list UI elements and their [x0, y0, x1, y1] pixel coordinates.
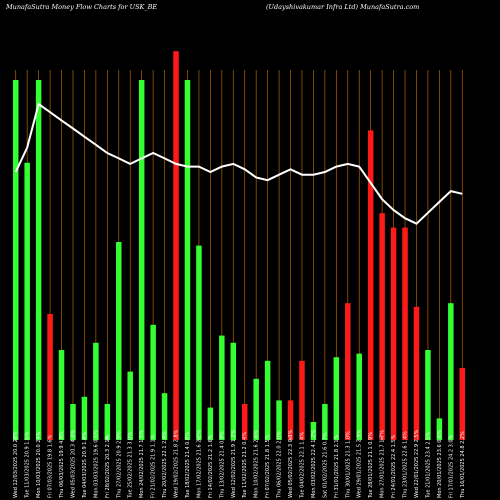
bar-up — [436, 418, 443, 440]
bar-up — [196, 245, 202, 440]
category-label: Fri 28/02/2025 20.3 2.1% — [105, 434, 111, 498]
category-label: Tue 21/01/2025 23.4 2.5% — [425, 432, 431, 499]
category-label: Thu 30/01/2025 21.3 1.0% — [345, 431, 351, 499]
bar-down — [402, 227, 408, 440]
bar-up — [230, 342, 237, 440]
category-label: Wed 19/02/2025 21.8 2.8% — [174, 429, 180, 498]
category-label: Thu 20/02/2025 22.1 2.4% — [162, 431, 168, 499]
category-label: Sat 01/02/2025 21.6 0.7% — [322, 432, 328, 498]
bar-up — [81, 396, 88, 440]
bar-up — [425, 350, 431, 440]
bar-down — [413, 306, 420, 440]
chart-subtitle: (Udayshivakumar Infra Ltd) MunafaSutra.c… — [266, 3, 419, 11]
bar-down — [459, 368, 466, 440]
bar-up — [310, 422, 317, 440]
category-label: Thu 06/02/2025 22.0 2.0% — [277, 431, 283, 499]
category-label: Fri 24/01/2025 22.4 1.5% — [391, 434, 397, 498]
category-label: Mon 10/02/2025 21.6 2.6% — [254, 430, 260, 498]
category-label: Tue 18/02/2025 21.4 0.8% — [185, 432, 191, 499]
category-label: Mon 27/01/2025 21.7 1.7% — [380, 430, 386, 498]
bar-down — [299, 360, 305, 440]
bar-up — [150, 324, 156, 440]
bar-up — [127, 371, 133, 440]
category-label: Thu 06/03/2025 19.9 4.8% — [59, 431, 65, 499]
category-label: Wed 12/02/2025 21.9 1.2% — [231, 429, 237, 498]
tick-mark-label: $ — [106, 436, 109, 441]
category-label: Tue 11/02/2025 21.2 0.4% — [242, 432, 248, 499]
category-label: Mon 20/01/2025 23.6 0.6% — [437, 430, 443, 498]
bar-down — [379, 213, 385, 440]
bar-up — [138, 80, 145, 440]
category-label: Thu 13/02/2025 21.4 0.9% — [219, 431, 225, 499]
tick-mark-label: $ — [197, 436, 200, 441]
bar-up — [58, 350, 65, 440]
category-label: Tue 11/03/2025 20.9 1.5% — [25, 432, 31, 499]
category-label: Mon 24/02/2025 21.7 1.5% — [139, 430, 145, 498]
category-label: Wed 29/01/2025 21.5 2.9% — [357, 429, 363, 498]
bar-down — [241, 404, 248, 440]
bar-up — [12, 80, 19, 440]
bar-down — [367, 130, 374, 440]
category-label: Mon 03/03/2025 19.6 0.5% — [93, 430, 99, 498]
category-label: Fri 31/01/2025 21.8 2.1% — [334, 434, 340, 498]
bar-down — [287, 400, 294, 440]
category-label: Mon 10/03/2025 20.0 24% — [36, 431, 42, 498]
bar-up — [184, 80, 191, 440]
category-label: Wed 05/03/2025 20.3 4.0% — [70, 429, 76, 498]
price-line — [14, 102, 463, 225]
category-label: Mon 17/02/2025 21.6 2.2% — [196, 430, 202, 498]
bar-up — [70, 404, 76, 440]
category-label: Wed 05/02/2025 22.3 0.3% — [288, 429, 294, 498]
bar-up — [116, 242, 122, 440]
bar-up — [35, 80, 42, 440]
category-label: Tue 25/02/2025 21.3 3.0% — [128, 432, 134, 499]
bar-up — [24, 162, 30, 441]
bar-down — [173, 51, 179, 440]
category-label: Mon 03/02/2025 22.4 1.2% — [311, 430, 317, 498]
bar-up — [104, 404, 111, 440]
x-category-labels: Wed 12/03/2025 20.0 23% Tue 11/03/2025 20… — [13, 429, 466, 499]
category-label: Tue 04/02/2025 22.1 1.4% — [299, 432, 305, 499]
category-label: Thu 27/02/2025 20.9 2.9% — [116, 431, 122, 499]
x-tick-labels: $ $ $ $ $ — [14, 436, 383, 441]
category-label: Wed 22/01/2025 22.9 2.5% — [414, 429, 420, 498]
bar-up — [253, 378, 259, 440]
bar-up — [93, 342, 99, 440]
bar-up — [219, 335, 225, 440]
bar-down — [345, 303, 351, 440]
bar-up — [207, 407, 214, 440]
bar-down — [390, 227, 397, 440]
category-label: Tue 04/03/2025 20.9 1.4% — [82, 432, 88, 499]
bar-up — [333, 357, 340, 440]
category-label: Fri 14/02/2025 21.2 1.6% — [208, 434, 214, 498]
bar-up — [322, 404, 328, 440]
tick-mark-label: $ — [14, 436, 17, 441]
bar-up — [448, 303, 454, 440]
tick-mark-label: $ — [289, 436, 292, 441]
tick-mark-label: $ — [381, 436, 384, 441]
bar-up — [264, 360, 271, 440]
category-label: Thu 16/01/2025 24.8 2.2% — [460, 431, 466, 499]
category-label: Wed 12/03/2025 20.0 23% — [13, 431, 19, 498]
chart-title: MunafaSutra Money Flow Charts for USK_BE — [5, 3, 157, 11]
category-label: Fri 07/02/2025 21.8 1.5% — [265, 434, 271, 498]
bar-up — [276, 400, 282, 440]
category-label: Fri 17/01/2025 24.2 3.0% — [448, 434, 454, 498]
category-label: Fri 21/02/2025 21.9 1.1% — [151, 434, 157, 498]
money-flow-bars — [12, 51, 466, 441]
category-label: Fri 07/03/2025 19.8 1.6% — [48, 434, 54, 498]
bar-down — [47, 314, 53, 440]
category-label: Tue 28/01/2025 21.1 0.9% — [368, 432, 374, 499]
bar-up — [356, 353, 362, 440]
category-label: Thu 23/01/2025 22.6 1.4% — [403, 431, 409, 499]
bar-up — [161, 393, 168, 440]
